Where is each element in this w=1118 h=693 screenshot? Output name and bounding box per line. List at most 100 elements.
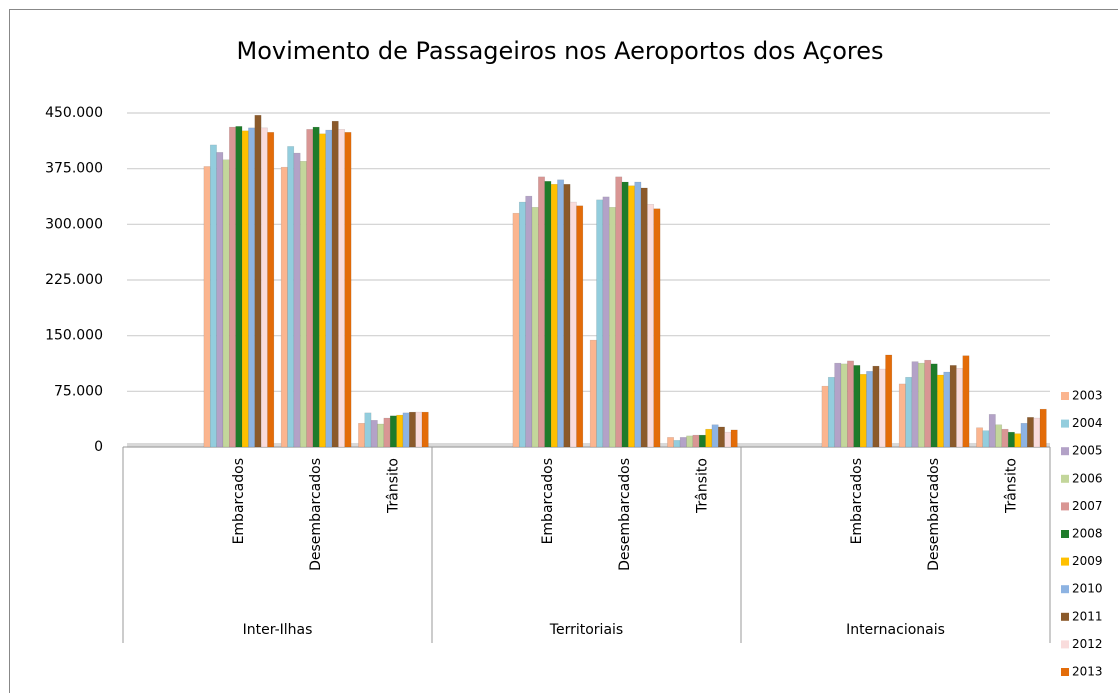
bar [338,129,346,448]
legend-label: 2008 [1072,527,1103,541]
bar [402,412,410,448]
bar [711,424,719,448]
bar [267,132,275,448]
bar [331,120,339,448]
x-tick-label: Embarcados [540,458,556,544]
bar [866,371,874,448]
bar [409,411,416,448]
bar [878,368,886,448]
bar [602,196,610,448]
bar [924,359,932,448]
x-tick-label: Trânsito [385,458,401,514]
bar [389,415,397,448]
bar [628,185,635,448]
bar [917,362,925,448]
y-tick-label: 375.000 [45,161,103,177]
bar [569,201,577,448]
legend-swatch [1061,474,1069,483]
bar [705,428,713,448]
y-tick-label: 300.000 [45,216,103,232]
bar [216,152,224,448]
bar [383,417,391,448]
bar [730,429,738,448]
bar [634,181,642,448]
legend-swatch [1061,557,1069,566]
bar [679,437,687,448]
bar [943,371,951,448]
floor [127,443,1050,447]
bar [667,437,674,448]
legend-swatch [1061,419,1069,428]
legend-label: 2007 [1072,499,1103,513]
legend-label: 2005 [1072,444,1103,458]
y-tick-label: 0 [94,439,103,455]
y-tick-label: 450.000 [45,105,103,121]
bar [1027,417,1034,448]
bar [640,187,648,448]
bar [698,434,706,448]
bar [1014,433,1022,448]
bar [1001,428,1009,448]
bar [937,374,944,448]
legend-label: 2009 [1072,554,1103,568]
bar [312,126,320,448]
bar [203,166,211,448]
chart-title: Movimento de Passageiros nos Aeroportos … [237,37,884,65]
legend-label: 2012 [1072,637,1103,651]
bar [724,431,732,448]
bar [898,383,906,448]
bar [544,181,552,448]
bar [872,365,880,448]
bar [949,365,957,448]
group-label: Territoriais [549,622,623,638]
legend-label: 2011 [1072,609,1103,623]
bar [718,426,725,448]
bar [280,166,288,448]
bar [840,363,848,448]
bar [421,411,429,448]
x-tick-label: Desembarcados [308,458,324,571]
bar [905,376,913,448]
legend-label: 2003 [1072,389,1103,403]
bar [377,423,385,448]
bar [364,412,372,448]
bar [319,133,326,448]
bar [692,434,700,448]
bar [956,368,964,448]
x-tick-label: Desembarcados [617,458,633,571]
bar [615,176,623,448]
bar [853,365,861,448]
bar [1007,431,1015,448]
legend-label: 2013 [1072,665,1103,679]
x-tick-label: Embarcados [231,458,247,544]
legend-label: 2010 [1072,582,1103,596]
bar [557,179,565,448]
bar [976,427,983,448]
bar [962,355,970,448]
group-label: Inter-Ilhas [243,622,313,638]
group-label: Internacionais [846,622,945,638]
bar [344,132,352,448]
bar [821,385,829,448]
bar [396,414,404,448]
bar [525,195,533,448]
bar [911,361,919,448]
legend-swatch [1061,640,1069,649]
legend-swatch [1061,392,1069,400]
bar [260,127,268,448]
bar [229,126,236,448]
bar [370,420,378,448]
bar [647,204,655,448]
bar [686,435,694,448]
bar [621,181,629,448]
bar [1033,417,1041,448]
legend-swatch [1061,585,1069,594]
bar [538,176,545,448]
legend-swatch [1061,530,1069,538]
legend-label: 2006 [1072,471,1103,485]
bar [930,363,938,448]
bar [982,430,990,448]
bar [653,208,661,448]
bar [827,376,835,448]
